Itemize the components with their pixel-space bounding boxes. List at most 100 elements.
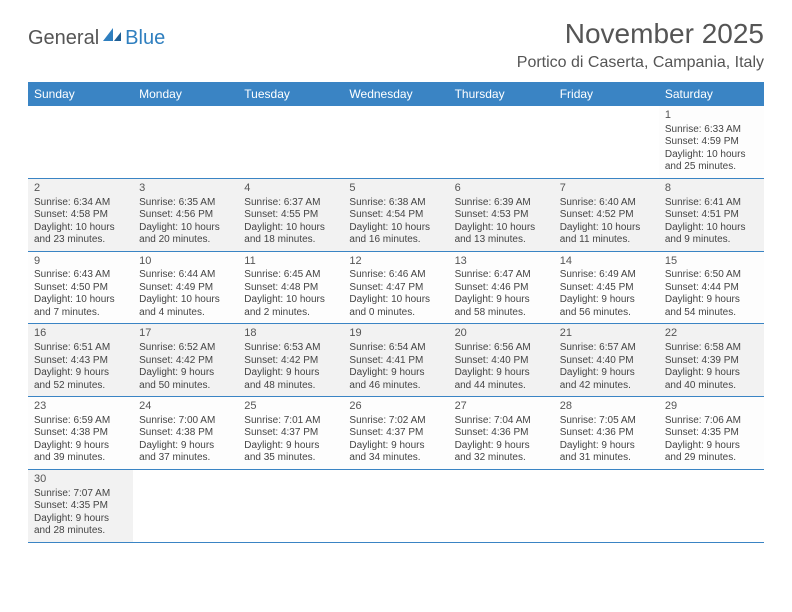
day-number: 4 xyxy=(244,182,337,196)
sunset-line: Sunset: 4:41 PM xyxy=(349,355,442,368)
day-number: 12 xyxy=(349,255,442,269)
day-number: 3 xyxy=(139,182,232,196)
daylight-line: Daylight: 9 hours and 35 minutes. xyxy=(244,440,337,465)
sunset-line: Sunset: 4:51 PM xyxy=(665,209,758,222)
brand-part2: Blue xyxy=(125,27,165,50)
daylight-line: Daylight: 9 hours and 37 minutes. xyxy=(139,440,232,465)
sunset-line: Sunset: 4:40 PM xyxy=(560,355,653,368)
sunrise-line: Sunrise: 6:33 AM xyxy=(665,124,758,137)
sunset-line: Sunset: 4:46 PM xyxy=(455,282,548,295)
empty-cell xyxy=(449,469,554,542)
sunrise-line: Sunrise: 6:54 AM xyxy=(349,342,442,355)
daylight-line: Daylight: 9 hours and 52 minutes. xyxy=(34,367,127,392)
empty-cell xyxy=(238,106,343,178)
day-cell: 14Sunrise: 6:49 AMSunset: 4:45 PMDayligh… xyxy=(554,251,659,324)
daylight-line: Daylight: 9 hours and 56 minutes. xyxy=(560,294,653,319)
daylight-line: Daylight: 10 hours and 20 minutes. xyxy=(139,222,232,247)
empty-cell xyxy=(554,106,659,178)
day-number: 8 xyxy=(665,182,758,196)
sunrise-line: Sunrise: 6:39 AM xyxy=(455,197,548,210)
day-header-row: SundayMondayTuesdayWednesdayThursdayFrid… xyxy=(28,82,764,106)
daylight-line: Daylight: 10 hours and 13 minutes. xyxy=(455,222,548,247)
day-header: Monday xyxy=(133,82,238,106)
day-number: 28 xyxy=(560,400,653,414)
sunrise-line: Sunrise: 6:40 AM xyxy=(560,197,653,210)
day-header: Sunday xyxy=(28,82,133,106)
sunrise-line: Sunrise: 6:57 AM xyxy=(560,342,653,355)
title-block: November 2025 Portico di Caserta, Campan… xyxy=(517,18,764,72)
day-cell: 19Sunrise: 6:54 AMSunset: 4:41 PMDayligh… xyxy=(343,324,448,397)
sunset-line: Sunset: 4:55 PM xyxy=(244,209,337,222)
sunrise-line: Sunrise: 7:07 AM xyxy=(34,488,127,501)
sunrise-line: Sunrise: 6:43 AM xyxy=(34,269,127,282)
day-number: 13 xyxy=(455,255,548,269)
sunset-line: Sunset: 4:58 PM xyxy=(34,209,127,222)
sunrise-line: Sunrise: 7:06 AM xyxy=(665,415,758,428)
sunrise-line: Sunrise: 7:05 AM xyxy=(560,415,653,428)
day-cell: 30Sunrise: 7:07 AMSunset: 4:35 PMDayligh… xyxy=(28,469,133,542)
week-row: 23Sunrise: 6:59 AMSunset: 4:38 PMDayligh… xyxy=(28,397,764,470)
daylight-line: Daylight: 9 hours and 58 minutes. xyxy=(455,294,548,319)
day-cell: 24Sunrise: 7:00 AMSunset: 4:38 PMDayligh… xyxy=(133,397,238,470)
daylight-line: Daylight: 10 hours and 0 minutes. xyxy=(349,294,442,319)
daylight-line: Daylight: 10 hours and 16 minutes. xyxy=(349,222,442,247)
daylight-line: Daylight: 9 hours and 34 minutes. xyxy=(349,440,442,465)
location: Portico di Caserta, Campania, Italy xyxy=(517,54,764,72)
day-cell: 26Sunrise: 7:02 AMSunset: 4:37 PMDayligh… xyxy=(343,397,448,470)
empty-cell xyxy=(238,469,343,542)
day-number: 7 xyxy=(560,182,653,196)
sunrise-line: Sunrise: 7:02 AM xyxy=(349,415,442,428)
daylight-line: Daylight: 9 hours and 28 minutes. xyxy=(34,513,127,538)
day-number: 16 xyxy=(34,327,127,341)
day-number: 18 xyxy=(244,327,337,341)
day-cell: 20Sunrise: 6:56 AMSunset: 4:40 PMDayligh… xyxy=(449,324,554,397)
header: GeneralBlue November 2025 Portico di Cas… xyxy=(28,18,764,72)
daylight-line: Daylight: 10 hours and 11 minutes. xyxy=(560,222,653,247)
day-cell: 11Sunrise: 6:45 AMSunset: 4:48 PMDayligh… xyxy=(238,251,343,324)
day-number: 21 xyxy=(560,327,653,341)
day-number: 2 xyxy=(34,182,127,196)
day-cell: 18Sunrise: 6:53 AMSunset: 4:42 PMDayligh… xyxy=(238,324,343,397)
day-number: 10 xyxy=(139,255,232,269)
week-row: 2Sunrise: 6:34 AMSunset: 4:58 PM Daylight… xyxy=(28,178,764,251)
day-cell: 5Sunrise: 6:38 AMSunset: 4:54 PMDaylight… xyxy=(343,178,448,251)
empty-cell xyxy=(554,469,659,542)
daylight-line: Daylight: 9 hours and 39 minutes. xyxy=(34,440,127,465)
day-cell: 17Sunrise: 6:52 AMSunset: 4:42 PMDayligh… xyxy=(133,324,238,397)
sunrise-line: Sunrise: 6:49 AM xyxy=(560,269,653,282)
calendar-page: GeneralBlue November 2025 Portico di Cas… xyxy=(0,0,792,561)
sunset-line: Sunset: 4:59 PM xyxy=(665,136,758,149)
sunset-line: Sunset: 4:42 PM xyxy=(244,355,337,368)
daylight-line: Daylight: 9 hours and 40 minutes. xyxy=(665,367,758,392)
day-number: 27 xyxy=(455,400,548,414)
day-number: 20 xyxy=(455,327,548,341)
sunset-line: Sunset: 4:45 PM xyxy=(560,282,653,295)
sunrise-line: Sunrise: 6:58 AM xyxy=(665,342,758,355)
day-cell: 25Sunrise: 7:01 AMSunset: 4:37 PMDayligh… xyxy=(238,397,343,470)
week-row: 1Sunrise: 6:33 AMSunset: 4:59 PMDaylight… xyxy=(28,106,764,178)
sunset-line: Sunset: 4:50 PM xyxy=(34,282,127,295)
day-cell: 7Sunrise: 6:40 AMSunset: 4:52 PMDaylight… xyxy=(554,178,659,251)
day-cell: 10Sunrise: 6:44 AMSunset: 4:49 PMDayligh… xyxy=(133,251,238,324)
day-number: 5 xyxy=(349,182,442,196)
day-number: 30 xyxy=(34,473,127,487)
day-cell: 27Sunrise: 7:04 AMSunset: 4:36 PMDayligh… xyxy=(449,397,554,470)
day-number: 25 xyxy=(244,400,337,414)
day-number: 23 xyxy=(34,400,127,414)
sunrise-line: Sunrise: 6:56 AM xyxy=(455,342,548,355)
sunset-line: Sunset: 4:49 PM xyxy=(139,282,232,295)
day-cell: 9Sunrise: 6:43 AMSunset: 4:50 PMDaylight… xyxy=(28,251,133,324)
sail-icon xyxy=(101,26,123,50)
day-cell: 16Sunrise: 6:51 AMSunset: 4:43 PMDayligh… xyxy=(28,324,133,397)
day-number: 22 xyxy=(665,327,758,341)
day-number: 11 xyxy=(244,255,337,269)
day-header: Friday xyxy=(554,82,659,106)
sunrise-line: Sunrise: 6:44 AM xyxy=(139,269,232,282)
sunrise-line: Sunrise: 6:53 AM xyxy=(244,342,337,355)
day-number: 14 xyxy=(560,255,653,269)
sunrise-line: Sunrise: 6:38 AM xyxy=(349,197,442,210)
sunrise-line: Sunrise: 6:34 AM xyxy=(34,197,127,210)
empty-cell xyxy=(343,106,448,178)
week-row: 16Sunrise: 6:51 AMSunset: 4:43 PMDayligh… xyxy=(28,324,764,397)
empty-cell xyxy=(659,469,764,542)
